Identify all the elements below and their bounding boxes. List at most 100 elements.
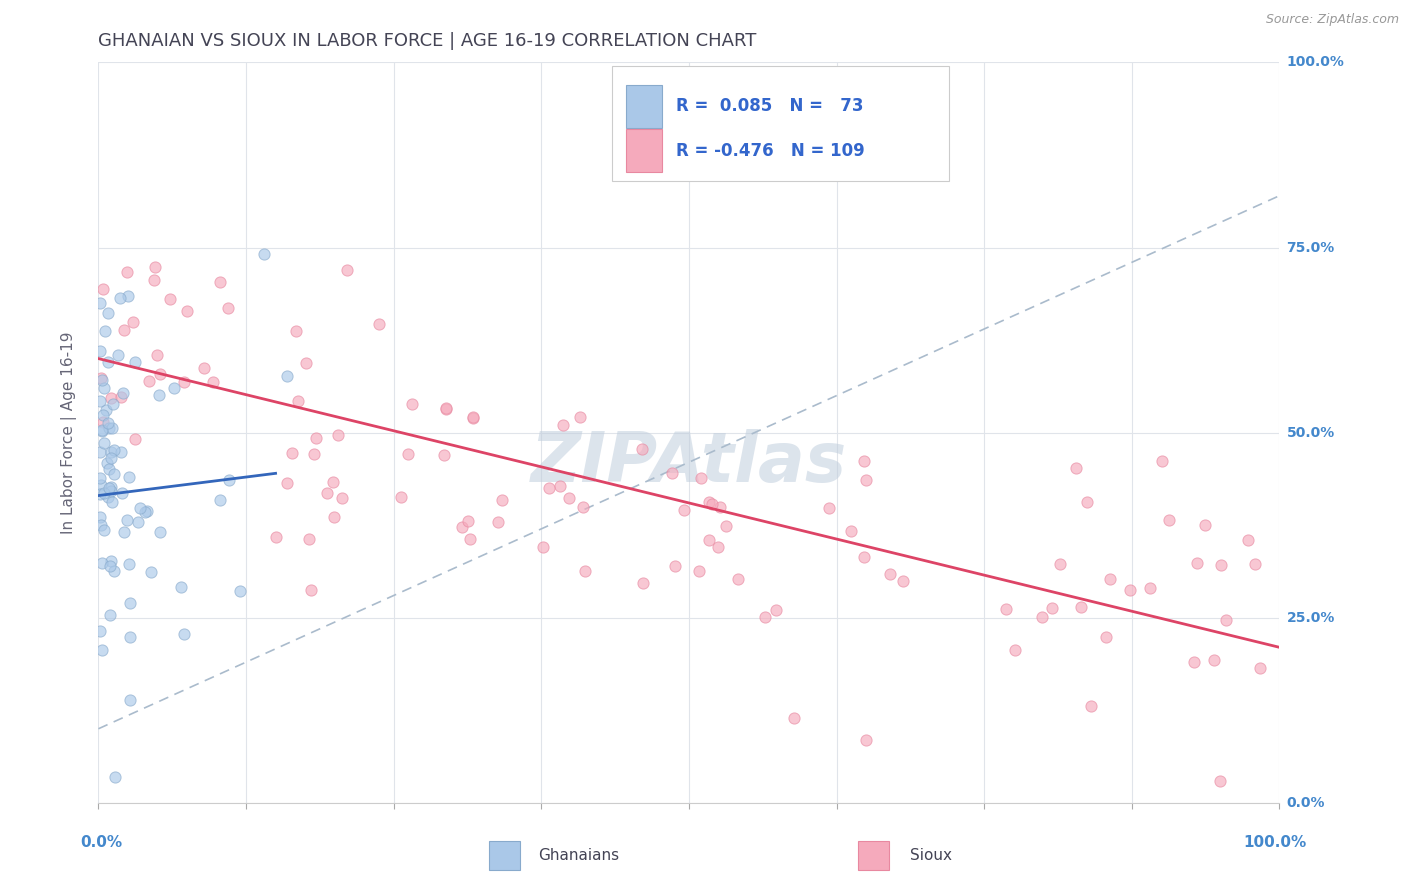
Point	[1187, 556, 1209, 570]
Point	[98, 421, 121, 435]
Point	[266, 530, 288, 544]
Point	[90, 478, 112, 492]
Point	[330, 491, 353, 505]
Point	[118, 596, 141, 610]
Point	[434, 402, 457, 417]
Text: 50.0%: 50.0%	[1286, 425, 1334, 440]
Point	[127, 516, 149, 530]
Point	[1209, 773, 1232, 788]
Point	[253, 247, 276, 261]
Point	[110, 291, 132, 305]
Point	[98, 481, 121, 495]
Point	[117, 288, 139, 302]
Point	[100, 480, 122, 494]
Text: 25.0%: 25.0%	[1286, 611, 1334, 624]
Text: 0.0%: 0.0%	[1286, 796, 1324, 810]
Point	[91, 282, 114, 296]
Point	[451, 520, 474, 534]
Point	[159, 292, 181, 306]
Point	[100, 444, 122, 458]
Point	[229, 584, 252, 599]
Point	[276, 369, 298, 384]
Point	[96, 403, 118, 417]
Point	[93, 381, 115, 395]
Point	[142, 273, 165, 287]
Text: GHANAIAN VS SIOUX IN LABOR FORCE | AGE 16-19 CORRELATION CHART: GHANAIAN VS SIOUX IN LABOR FORCE | AGE 1…	[98, 32, 756, 50]
Point	[128, 501, 150, 516]
Point	[1031, 610, 1053, 624]
Point	[839, 524, 862, 538]
Point	[1157, 513, 1180, 527]
Point	[548, 478, 571, 492]
Point	[91, 408, 114, 422]
Point	[89, 471, 111, 485]
Point	[537, 482, 560, 496]
Point	[110, 444, 132, 458]
Point	[1204, 653, 1226, 667]
Point	[141, 565, 163, 579]
Point	[90, 643, 112, 657]
Point	[305, 431, 328, 445]
Point	[700, 497, 723, 511]
Point	[463, 411, 485, 425]
Point	[1119, 582, 1142, 597]
Point	[93, 523, 115, 537]
Point	[91, 415, 114, 429]
Point	[110, 390, 132, 404]
Point	[855, 732, 877, 747]
Point	[853, 549, 876, 564]
Point	[89, 509, 111, 524]
Point	[458, 532, 481, 546]
Point	[697, 533, 720, 547]
Point	[100, 391, 122, 405]
Point	[100, 484, 122, 499]
Point	[148, 388, 170, 402]
Point	[569, 409, 592, 424]
Point	[124, 355, 146, 369]
Point	[103, 467, 125, 482]
Point	[1098, 572, 1121, 586]
Point	[434, 401, 457, 415]
Point	[170, 581, 193, 595]
Point	[173, 375, 195, 389]
Point	[389, 490, 412, 504]
Point	[163, 381, 186, 395]
Text: 100.0%: 100.0%	[1286, 55, 1344, 70]
Point	[1064, 461, 1087, 475]
Point	[690, 470, 713, 484]
Point	[714, 519, 737, 533]
Point	[93, 436, 115, 450]
Point	[486, 515, 509, 529]
Text: 75.0%: 75.0%	[1286, 241, 1334, 254]
Point	[90, 423, 112, 437]
Point	[91, 556, 114, 570]
Point	[367, 317, 389, 331]
Point	[122, 315, 145, 329]
Point	[115, 513, 138, 527]
Point	[326, 427, 349, 442]
Point	[631, 442, 654, 457]
Point	[531, 541, 554, 555]
Point	[855, 473, 877, 487]
Point	[1004, 643, 1026, 657]
Point	[1040, 601, 1063, 615]
Text: ZIPAtlas: ZIPAtlas	[531, 429, 846, 496]
Text: R = -0.476   N = 109: R = -0.476 N = 109	[676, 142, 865, 160]
Point	[553, 417, 575, 432]
Point	[94, 324, 117, 338]
Point	[463, 409, 485, 424]
Point	[754, 610, 776, 624]
Y-axis label: In Labor Force | Age 16-19: In Labor Force | Age 16-19	[60, 331, 77, 534]
Point	[209, 493, 232, 508]
Point	[103, 442, 125, 457]
Point	[118, 631, 141, 645]
Point	[110, 486, 132, 500]
Point	[433, 448, 456, 462]
Point	[124, 432, 146, 446]
Point	[89, 445, 111, 459]
Point	[322, 510, 344, 524]
Point	[89, 487, 111, 501]
Point	[97, 306, 120, 320]
Point	[173, 626, 195, 640]
Point	[287, 393, 309, 408]
